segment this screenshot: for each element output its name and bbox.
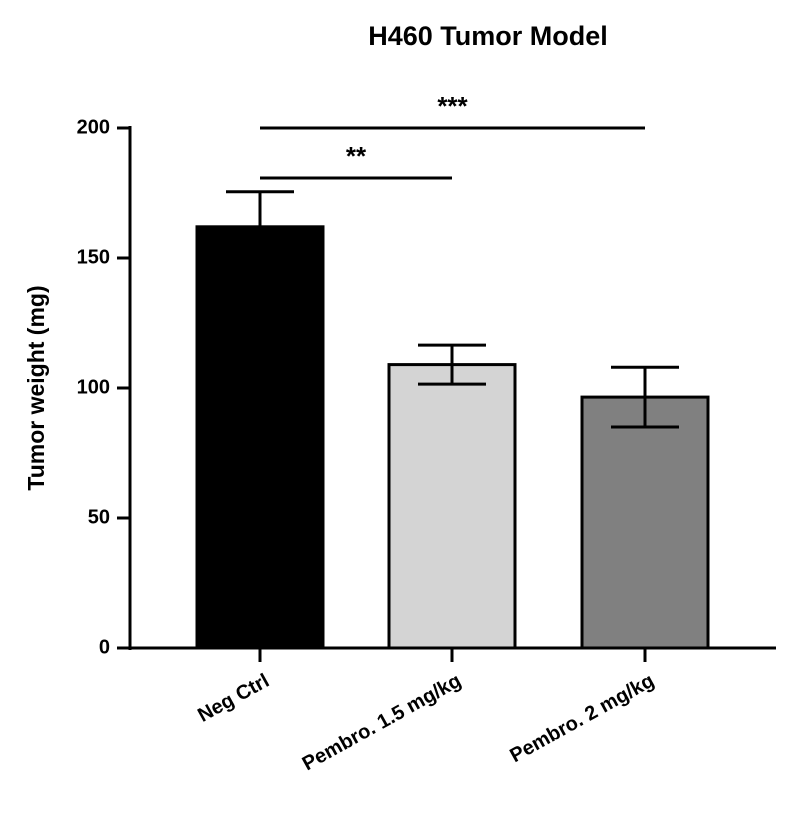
- significance-label: ***: [437, 91, 468, 121]
- y-tick-label: 100: [77, 376, 110, 398]
- chart-title: H460 Tumor Model: [368, 21, 608, 51]
- significance-label: **: [346, 141, 367, 171]
- bar: [387, 363, 517, 650]
- y-axis-label: Tumor weight (mg): [23, 285, 49, 490]
- bar: [195, 225, 325, 650]
- x-tick-label: Pembro. 2 mg/kg: [506, 670, 658, 767]
- x-tick-label: Neg Ctrl: [194, 670, 273, 727]
- error-bar: [418, 343, 486, 386]
- error-bar: [611, 365, 679, 429]
- y-tick-label: 50: [88, 506, 110, 528]
- y-tick-label: 0: [99, 636, 110, 658]
- bar: [580, 395, 710, 650]
- error-bar: [226, 190, 294, 264]
- y-tick-label: 150: [77, 246, 110, 268]
- y-tick-label: 200: [77, 116, 110, 138]
- x-tick-label: Pembro. 1.5 mg/kg: [299, 670, 465, 775]
